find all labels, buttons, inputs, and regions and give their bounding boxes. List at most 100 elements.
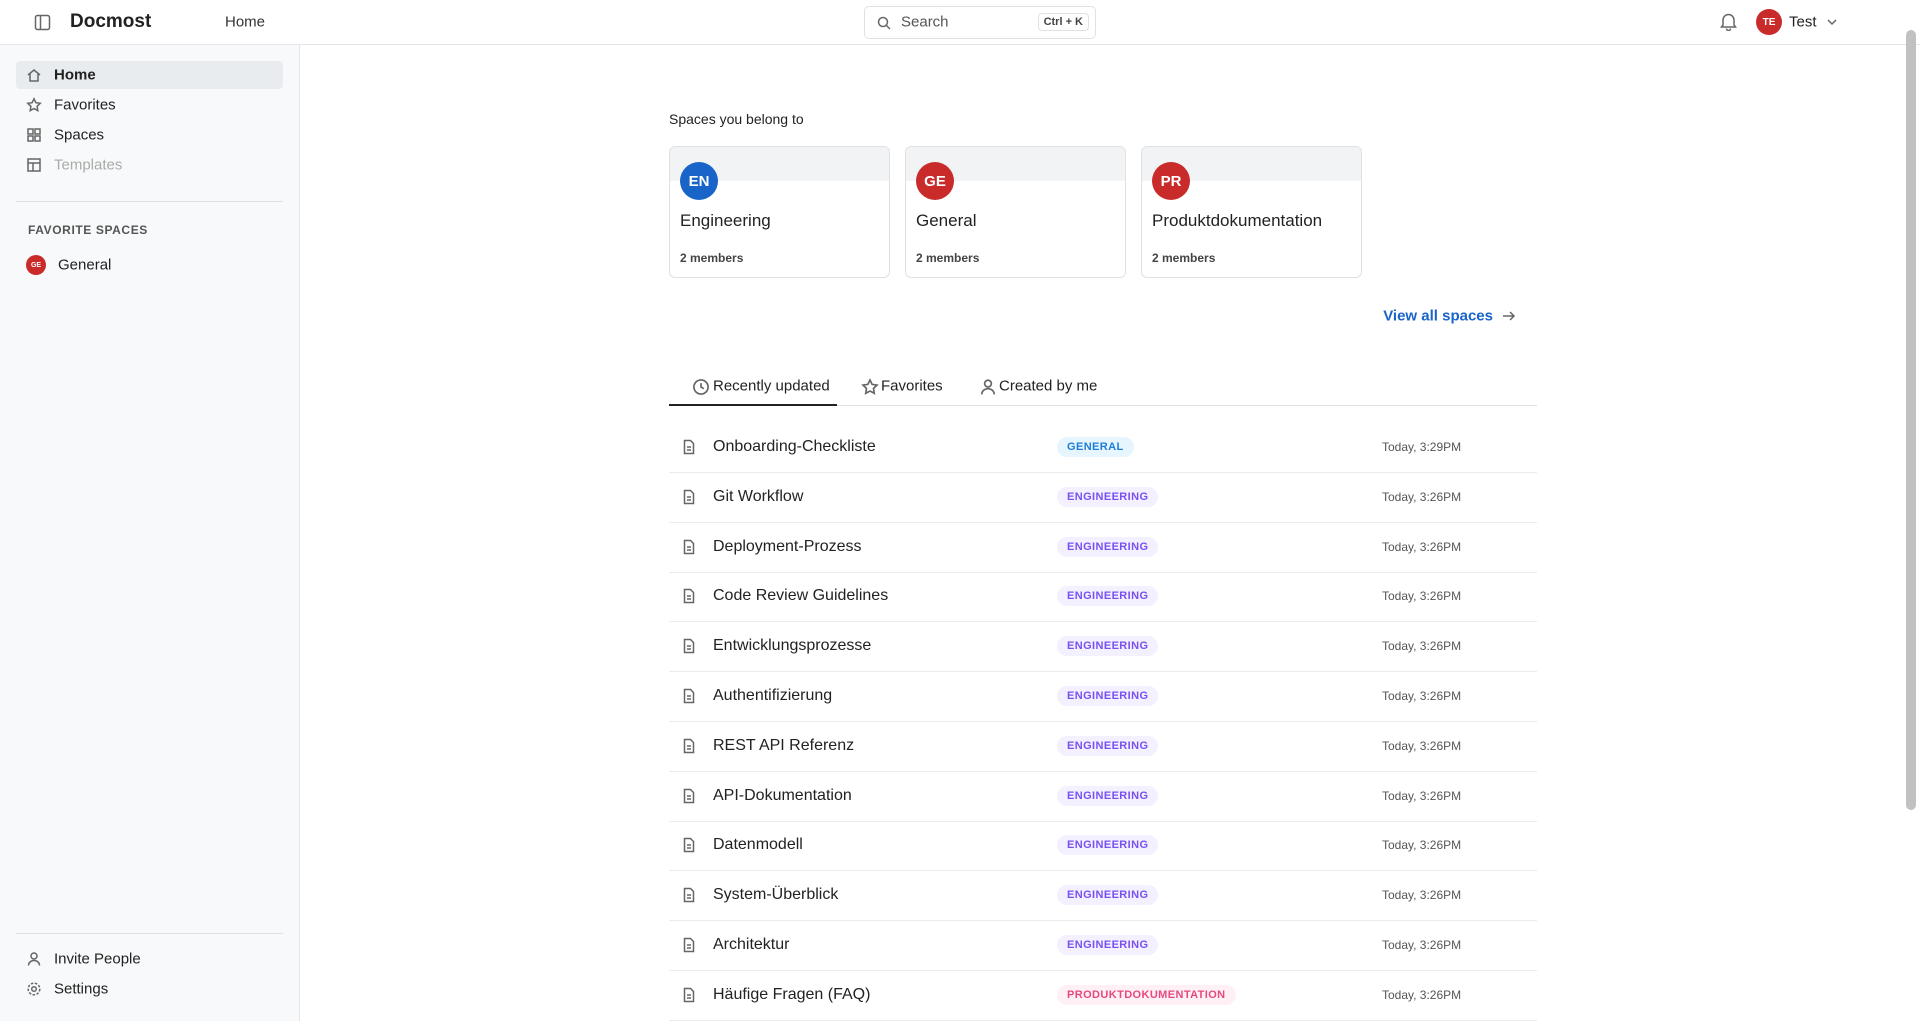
space-badge: PRODUKTDOKUMENTATION	[1057, 984, 1236, 1005]
space-badge: ENGINEERING	[1057, 486, 1159, 507]
notifications[interactable]	[1720, 12, 1737, 31]
tab[interactable]: Favorites	[881, 377, 943, 395]
space-card[interactable]: GE General 2 members	[905, 146, 1126, 278]
doc-icon	[681, 837, 697, 858]
breadcrumb[interactable]: Home	[225, 13, 266, 31]
brand[interactable]: Docmost	[70, 11, 152, 32]
updated-time: Today, 3:26PM	[1382, 689, 1462, 703]
nav-icon	[26, 127, 42, 148]
page-title[interactable]: System-Überblick	[713, 886, 839, 904]
arrow-icon	[1501, 308, 1517, 329]
doc-icon	[681, 539, 697, 560]
tab[interactable]: Created by me	[999, 377, 1098, 395]
user-name[interactable]: Test	[1789, 13, 1817, 31]
divider	[16, 933, 283, 934]
updated-time: Today, 3:26PM	[1382, 639, 1462, 654]
updated-time: Today, 3:26PM	[1382, 987, 1462, 1002]
doc-icon	[681, 738, 697, 759]
space-avatar: EN	[680, 162, 718, 200]
space-badge: ENGINEERING	[1057, 636, 1159, 657]
row-separator	[669, 571, 1537, 573]
page-title[interactable]: Deployment-Prozess	[713, 537, 862, 555]
space-badge: ENGINEERING	[1057, 935, 1159, 955]
space-avatar: PR	[1152, 162, 1190, 200]
page-title[interactable]: Onboarding-Checkliste	[713, 438, 876, 455]
nav-item[interactable]: Home	[54, 66, 96, 84]
row-separator	[669, 471, 1537, 473]
search-box[interactable]: Search Ctrl + K	[864, 6, 1096, 39]
row-separator	[669, 621, 1537, 623]
updated-time: Today, 3:29PM	[1382, 440, 1462, 454]
row-separator	[669, 870, 1537, 872]
search-placeholder: Search	[901, 13, 949, 31]
sidebar-toggle[interactable]	[34, 14, 51, 31]
nav-item[interactable]: Spaces	[54, 126, 105, 144]
updated-time: Today, 3:26PM	[1382, 738, 1462, 753]
updated-time: Today, 3:26PM	[1382, 938, 1462, 952]
tabs-line	[669, 405, 1537, 406]
user-menu-chevron[interactable]	[1826, 17, 1838, 27]
updated-time: Today, 3:26PM	[1382, 589, 1462, 604]
page-title[interactable]: REST API Referenz	[713, 736, 855, 754]
updated-time: Today, 3:26PM	[1382, 539, 1462, 554]
spaces-title: Spaces you belong to	[669, 111, 804, 127]
nav-icon	[26, 67, 42, 88]
footer-item[interactable]: Invite People	[54, 950, 141, 968]
space-avatar: GE	[916, 162, 954, 200]
doc-icon	[681, 688, 697, 709]
space-badge: ENGINEERING	[1057, 785, 1159, 806]
page-title[interactable]: Häufige Fragen (FAQ)	[713, 985, 871, 1003]
row-separator	[669, 1019, 1537, 1021]
view-all-spaces[interactable]: View all spaces	[1383, 307, 1493, 325]
tab[interactable]: Recently updated	[713, 377, 830, 395]
space-badge: ENGINEERING	[1057, 885, 1159, 906]
row-separator	[669, 969, 1537, 971]
tab-icon	[692, 378, 710, 401]
space-members: 2 members	[1152, 251, 1216, 265]
space-members: 2 members	[916, 251, 980, 265]
row-separator	[669, 820, 1537, 822]
header: Docmost Home Search Ctrl + K TE Test	[0, 0, 1920, 45]
sidebar: Home Favorites Spaces Templates FAVORITE SPA…	[0, 45, 300, 1021]
space-name: Produktdokumentation	[1152, 211, 1323, 230]
doc-icon	[681, 788, 697, 809]
space-members: 2 members	[680, 251, 744, 265]
tab-icon	[861, 378, 879, 401]
footer-icon	[26, 981, 42, 1002]
space-badge: GENERAL	[1057, 437, 1134, 457]
tab-icon	[979, 378, 997, 401]
space-badge: ENGINEERING	[1057, 735, 1159, 756]
page-title[interactable]: Authentifizierung	[713, 687, 833, 704]
updated-time: Today, 3:26PM	[1382, 489, 1462, 504]
nav-item[interactable]: Templates	[54, 156, 123, 174]
user-avatar[interactable]: TE	[1756, 9, 1782, 35]
page-title[interactable]: API-Dokumentation	[713, 786, 852, 804]
row-separator	[669, 770, 1537, 772]
page-title[interactable]: Code Review Guidelines	[713, 587, 889, 605]
page-title[interactable]: Git Workflow	[713, 487, 804, 505]
search-shortcut: Ctrl + K	[1037, 13, 1089, 31]
doc-icon	[681, 987, 697, 1008]
page-title[interactable]: Entwicklungsprozesse	[713, 637, 872, 655]
nav-item[interactable]: Favorites	[54, 96, 116, 114]
divider	[16, 201, 283, 202]
space-card[interactable]: PR Produktdokumentation 2 members	[1141, 146, 1362, 278]
footer-item[interactable]: Settings	[54, 980, 109, 998]
main: Spaces you belong to EN Engineering 2 membe…	[300, 45, 1906, 1021]
tab-active-underline	[669, 404, 837, 406]
space-card[interactable]: EN Engineering 2 members	[669, 146, 890, 278]
scrollbar[interactable]	[1906, 30, 1916, 810]
updated-time: Today, 3:26PM	[1382, 888, 1462, 903]
footer-icon	[26, 951, 42, 972]
page-title[interactable]: Architektur	[713, 936, 790, 953]
row-separator	[669, 521, 1537, 523]
favorite-space-avatar[interactable]: GE	[26, 255, 46, 275]
space-badge: ENGINEERING	[1057, 586, 1159, 607]
space-name: Engineering	[680, 211, 771, 230]
favorite-space-name[interactable]: General	[58, 256, 112, 274]
nav-active-bg	[16, 61, 283, 89]
space-badge: ENGINEERING	[1057, 536, 1159, 557]
doc-icon	[681, 489, 697, 510]
page-title[interactable]: Datenmodell	[713, 836, 803, 854]
